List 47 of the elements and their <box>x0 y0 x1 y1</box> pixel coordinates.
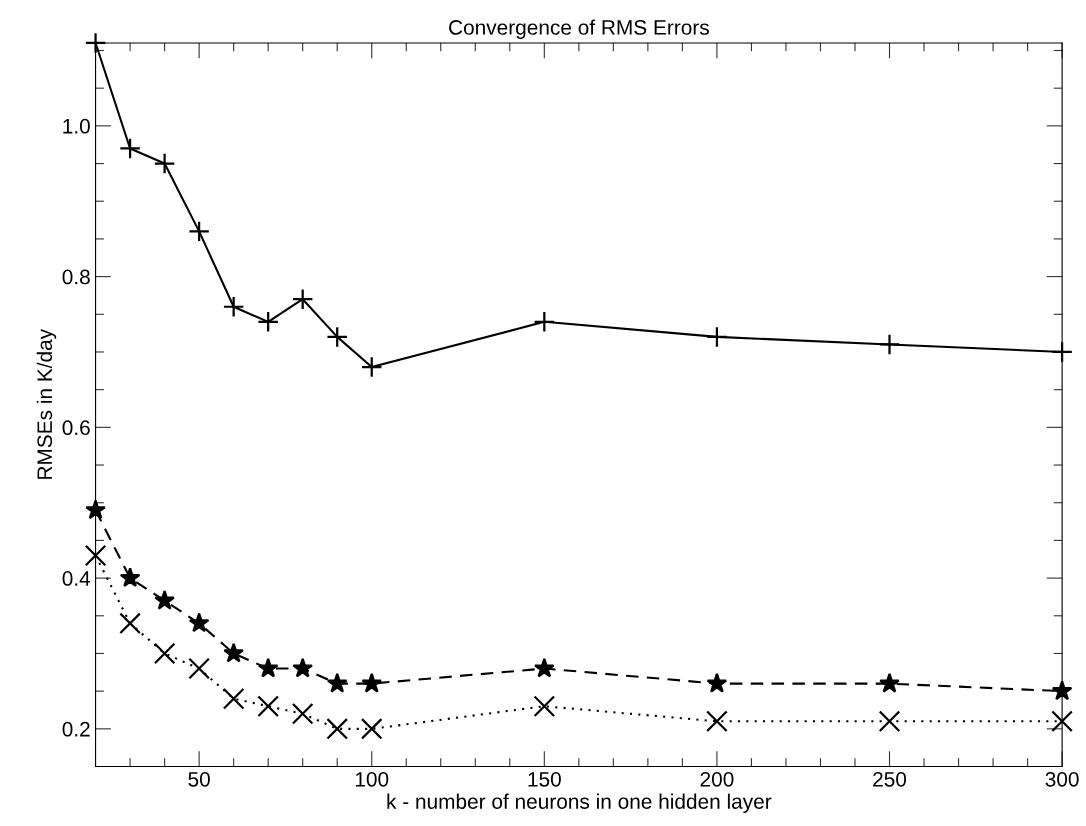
point <box>85 499 106 520</box>
point <box>222 295 245 318</box>
point <box>154 589 175 610</box>
point <box>119 137 141 160</box>
point <box>533 657 555 678</box>
point <box>188 612 210 633</box>
point <box>257 311 279 333</box>
x-tick-label: 250 <box>873 771 907 787</box>
point <box>1051 710 1073 733</box>
y-tick-label: 0.8 <box>62 269 90 285</box>
y-tick-label: 0.4 <box>62 571 91 586</box>
point <box>292 657 314 678</box>
point <box>706 672 728 693</box>
point <box>533 695 556 718</box>
point <box>119 567 141 588</box>
point <box>84 544 107 567</box>
point <box>153 642 176 665</box>
point <box>326 718 349 740</box>
point <box>879 672 900 693</box>
point <box>119 612 141 635</box>
point <box>360 356 383 378</box>
x-axis-title: k - number of neurons in one hidden layer <box>387 793 772 814</box>
point <box>153 152 176 175</box>
x-tick-label: 100 <box>355 771 389 787</box>
point <box>878 710 901 733</box>
point <box>291 702 314 725</box>
point <box>361 672 383 693</box>
x-tick-label: 300 <box>1045 771 1079 787</box>
point <box>222 687 245 710</box>
point <box>326 672 348 693</box>
y-tick-label: 0.6 <box>62 420 90 436</box>
point <box>706 710 728 733</box>
point <box>257 657 279 678</box>
point <box>257 695 279 718</box>
point <box>360 718 383 740</box>
x-tick-label: 200 <box>700 771 734 787</box>
point <box>188 220 210 243</box>
point <box>188 657 210 680</box>
chart-title: Convergence of RMS Errors <box>449 19 709 39</box>
y-tick-label: 0.2 <box>62 721 90 737</box>
point <box>326 326 349 348</box>
y-tick-label: 1.0 <box>63 118 90 134</box>
point <box>223 642 244 663</box>
y-axis-title: RMSEs in K/day <box>36 328 57 479</box>
point <box>291 288 314 311</box>
x-tick-label: 150 <box>528 771 561 787</box>
x-tick-label: 50 <box>188 771 210 787</box>
